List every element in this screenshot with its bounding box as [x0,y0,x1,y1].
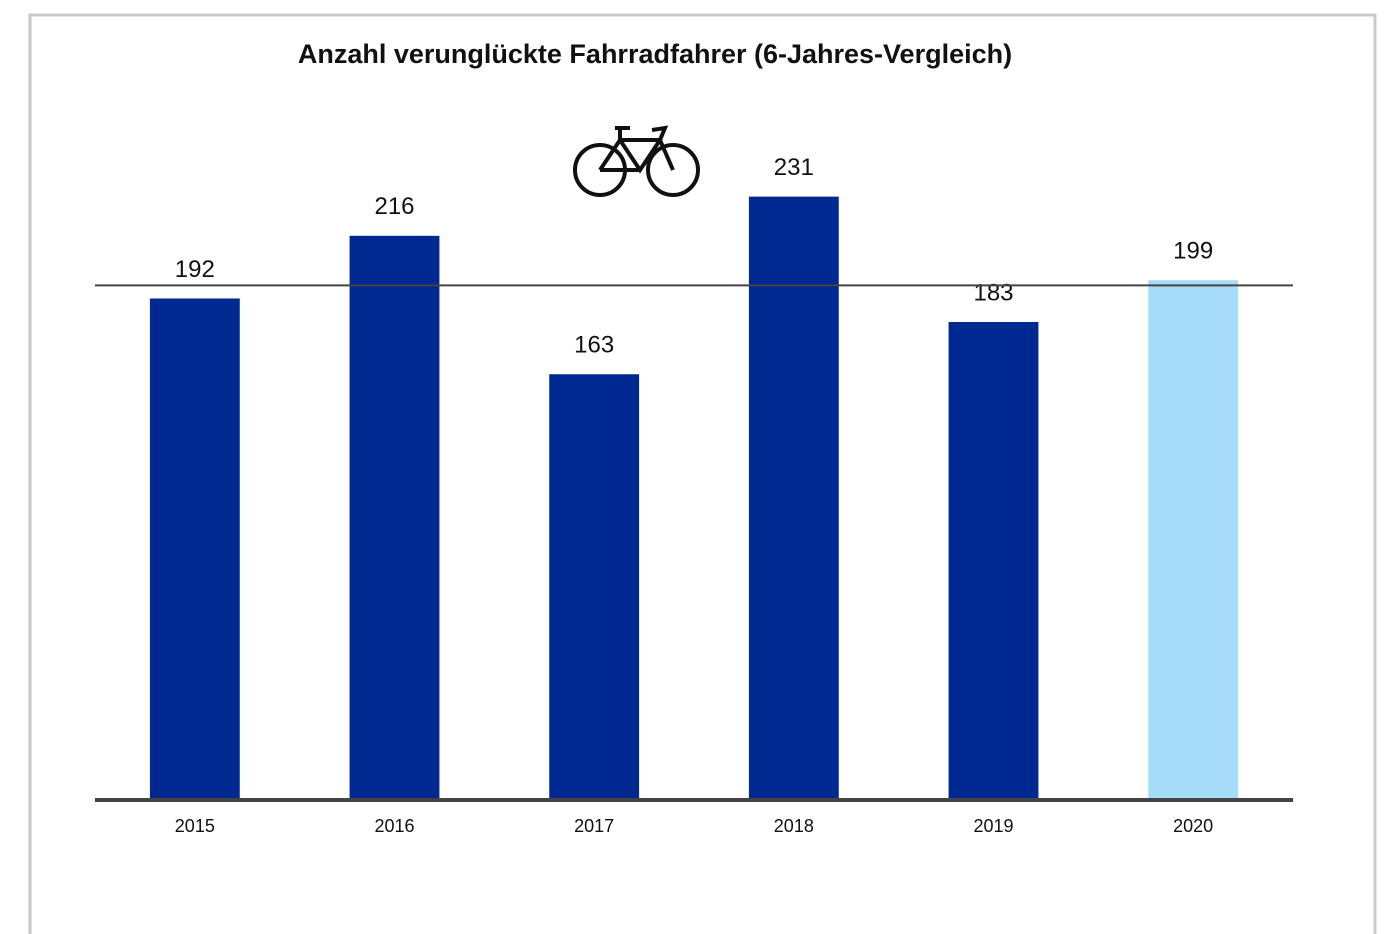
value-label: 199 [1173,238,1213,265]
bar [349,235,440,801]
x-tick-label: 2016 [374,816,414,836]
value-label: 231 [774,154,814,181]
value-label: 163 [574,332,614,359]
bar [748,196,839,801]
value-label: 183 [973,279,1013,306]
bar [948,322,1039,800]
bar [149,298,240,800]
x-tick-label: 2017 [574,816,614,836]
chart-title: Anzahl verunglückte Fahrradfahrer (6-Jah… [298,39,1012,69]
x-tick-label: 2019 [973,816,1013,836]
x-tick-label: 2020 [1173,816,1213,836]
value-label: 216 [374,193,414,220]
x-tick-label: 2015 [175,816,215,836]
bar [549,374,640,800]
bicycle-icon [573,125,700,197]
bar [1148,280,1239,800]
x-tick-label: 2018 [774,816,814,836]
value-label: 192 [175,256,215,283]
